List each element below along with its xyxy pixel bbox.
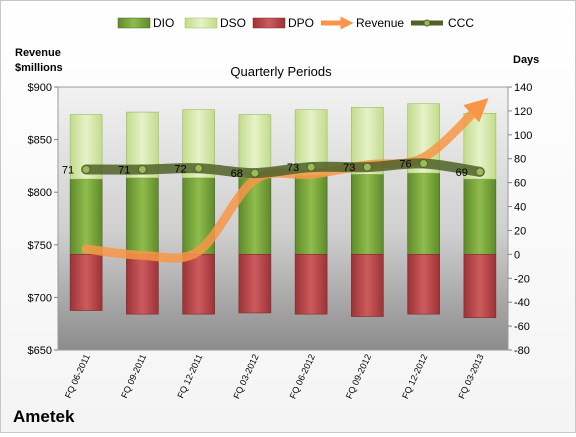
bar-dio [126,177,159,255]
legend-label-revenue: Revenue [356,16,404,30]
company-name: Ametek [13,407,75,426]
right-axis-tick-label: 120 [514,106,532,118]
category-label: FQ 09-2012 [344,353,373,401]
right-axis-tick-label: 100 [514,130,532,142]
ccc-data-label: 68 [231,168,243,180]
legend-label-dio: DIO [153,16,174,30]
ccc-data-label: 71 [62,164,74,176]
ccc-data-label: 72 [174,163,186,175]
bar-dio [463,178,497,255]
legend: DIO DSO DPO Revenue CCC [117,16,474,30]
ccc-data-label: 69 [456,167,468,179]
category-label: FQ 09-2011 [119,353,148,400]
ccc-point [137,164,147,174]
right-axis-tick-label: 60 [514,178,526,190]
ccc-point [81,164,91,174]
bar-dpo [182,254,215,315]
legend-swatch-dio [117,17,151,29]
bar-dso [238,114,272,179]
ccc-point [362,162,372,172]
legend-label-ccc: CCC [448,16,474,30]
left-axis-tick-label: $750 [28,240,52,252]
plot-area [57,86,509,351]
legend-label-dpo: DPO [288,16,314,30]
bar-dio [294,175,328,255]
category-label: FQ 06-2011 [63,353,92,400]
ccc-point [250,168,260,178]
right-axis-label: Days [513,54,539,66]
bar-dpo [294,254,328,315]
ccc-data-label: 71 [118,164,130,176]
bar-dio [407,172,440,255]
category-label: FQ 12-2012 [400,353,429,401]
ccc-point [306,162,316,172]
left-axis-tick-label: $650 [28,345,52,357]
right-axis-tick-label: -60 [514,321,530,333]
ccc-data-label: 73 [343,162,355,174]
left-axis-tick-label: $800 [28,187,52,199]
right-axis-tick-label: 40 [514,202,526,214]
lines-layer: 71 71 72 68 73 73 76 69 [62,98,489,263]
bar-dpo [69,254,103,311]
ccc-line [81,158,485,179]
bar-dpo [126,254,159,315]
right-axis-tick-label: -20 [514,273,530,285]
legend-swatch-dpo [252,17,286,29]
ccc-point [194,163,204,173]
right-axis-tick-label: 80 [514,154,526,166]
ccc-point [475,167,485,177]
right-axis-tick-label: -80 [514,345,530,357]
category-label: FQ 03-2012 [231,353,260,401]
legend-swatch-dso [184,17,218,29]
bar-dpo [463,254,497,319]
bar-dpo [351,254,384,317]
category-label: FQ 12-2011 [175,353,204,400]
chart-title: Quarterly Periods [230,64,332,79]
ccc-data-label: 73 [287,162,299,174]
left-axis-tick-label: $700 [28,292,52,304]
left-axis-tick-label: $850 [28,135,52,147]
right-axis-tick-label: -40 [514,297,530,309]
bar-dpo [238,254,272,314]
bar-dpo [407,254,440,315]
left-axis-label-line2: $millions [15,62,63,74]
ccc-data-label: 76 [399,159,411,171]
category-label: FQ 06-2012 [288,353,317,401]
right-axis-tick-label: 0 [514,249,520,261]
bar-dio [351,173,384,255]
right-axis-tick-label: 140 [514,82,532,94]
left-axis-label-line1: Revenue [15,47,61,59]
legend-swatch-ccc-marker [423,19,431,27]
category-label: FQ 03-2013 [456,353,485,401]
left-axis-tick-label: $900 [28,82,52,94]
right-axis-tick-label: 20 [514,225,526,237]
legend-label-dso: DSO [220,16,246,30]
ccc-point [419,159,429,169]
bar-dio [69,178,103,255]
